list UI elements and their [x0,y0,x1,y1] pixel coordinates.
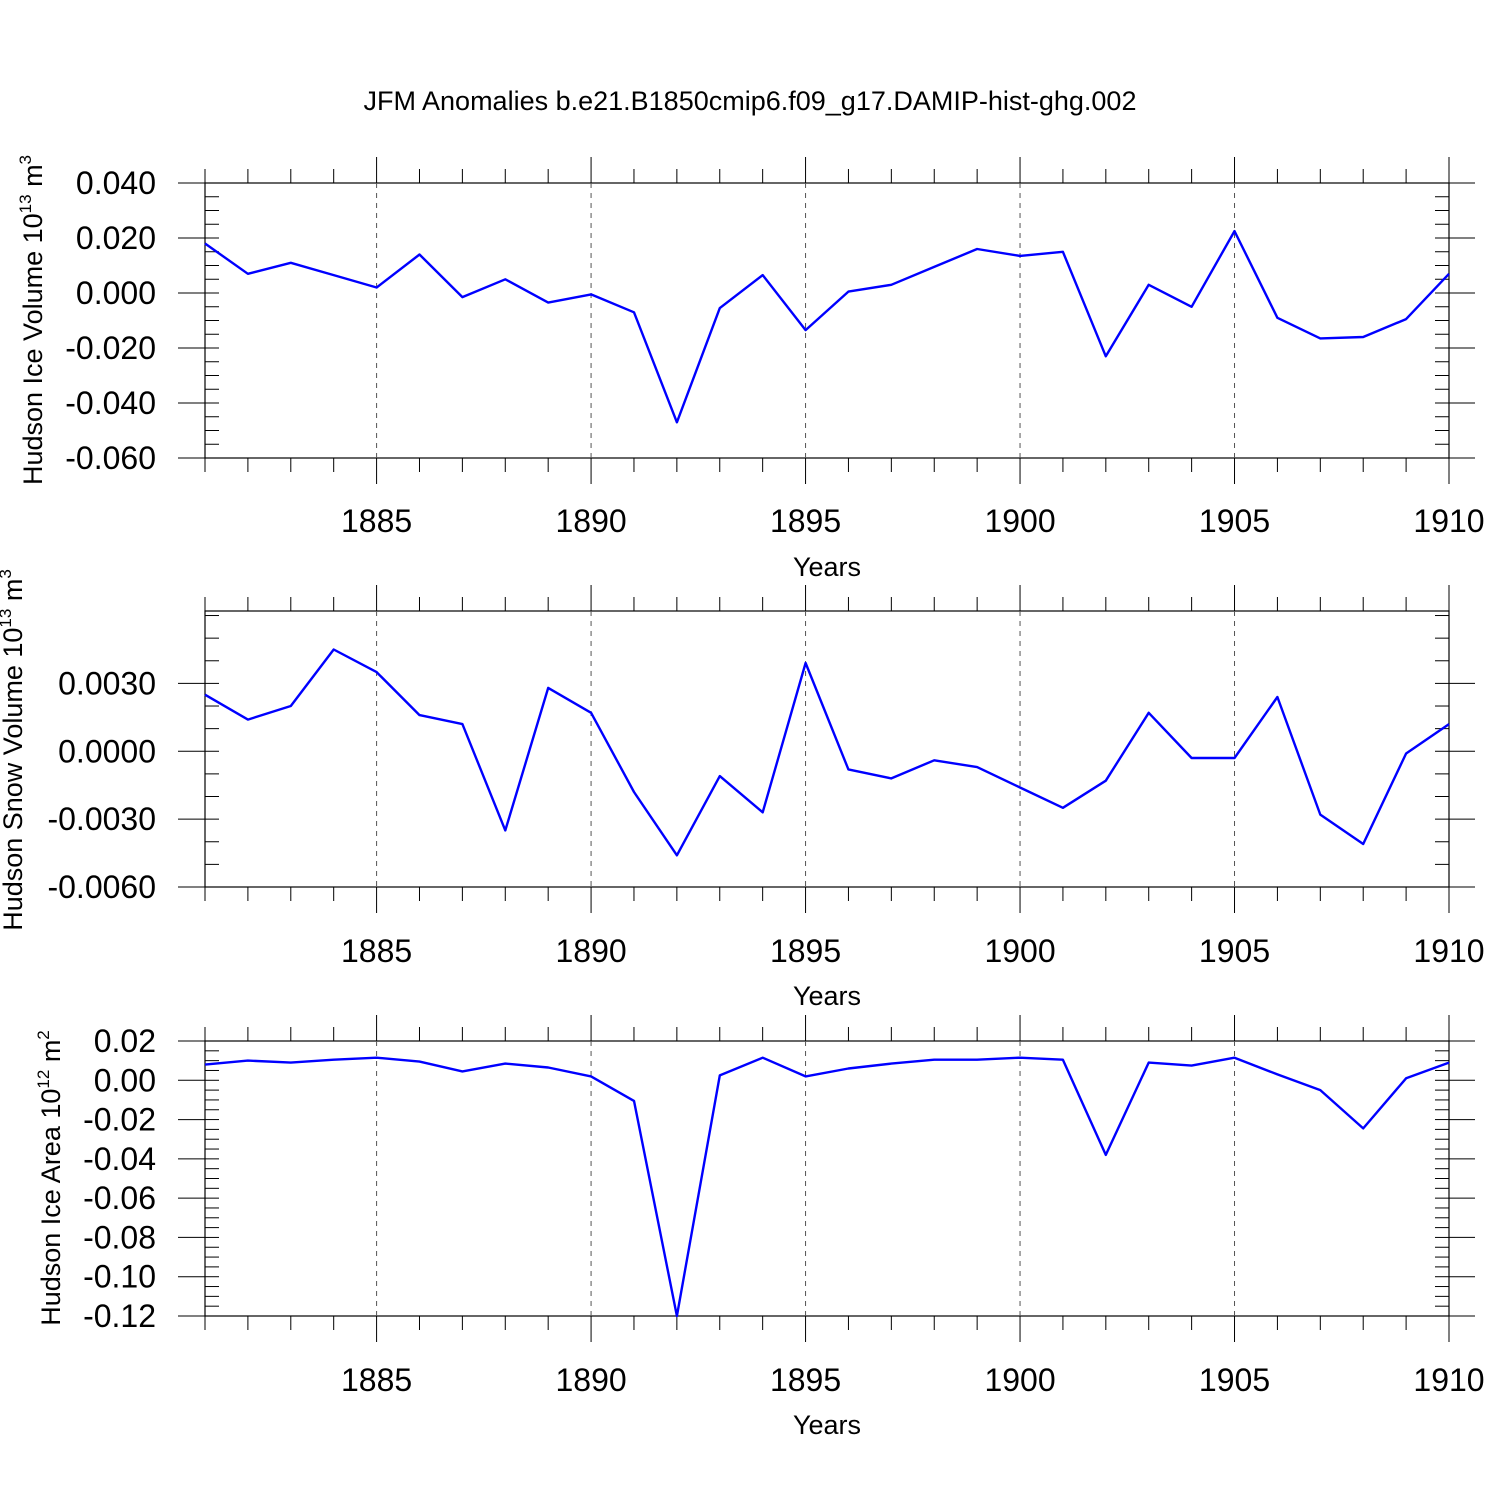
y-tick-label: -0.08 [83,1219,156,1255]
plot-frame [204,1040,1450,1317]
y-axis-title-exponent: 13 [16,194,35,213]
y-tick-label: -0.040 [65,385,156,421]
y-axis-title-main: Hudson Ice Area 10 [36,1089,66,1326]
y-axis-title: Hudson Snow Volume 1013 m3 [0,569,28,931]
y-tick-label: 0.0030 [58,665,156,701]
x-axis-title: Years [793,1410,861,1440]
y-axis-title-main: Hudson Ice Volume 10 [18,213,48,485]
x-tick-label: 1910 [1413,503,1484,539]
panel-1: 0.040 0.020 0.000 -0.020 -0.040 -0.060 1885 189… [16,155,1485,582]
y-tick-label: 0.040 [76,165,156,201]
x-tick-label: 1900 [984,503,1055,539]
y-tick-label: -0.02 [83,1102,156,1138]
y-axis-title-main: Hudson Snow Volume 10 [0,628,28,931]
y-axis-title-unit: m [0,579,28,609]
x-tick-label: 1895 [770,933,841,969]
series-line [204,648,1450,857]
series-line [204,1056,1450,1318]
series-line [204,229,1450,424]
panel-2: 0.0030 0.0000 -0.0030 -0.0060 1885 1890 1895 19… [0,569,1485,1011]
x-tick-label: 1905 [1199,503,1270,539]
y-tick-label: -0.10 [83,1259,156,1295]
y-tick-label: -0.020 [65,330,156,366]
y-axis-title-unit-exponent: 2 [34,1030,53,1039]
x-axis-title: Years [793,552,861,582]
y-tick-label: -0.0060 [47,869,156,905]
plot-frame [204,610,1450,888]
y-tick-label: 0.00 [94,1062,156,1098]
y-tick-label: -0.060 [65,440,156,476]
y-axis-title-exponent: 12 [34,1070,53,1089]
x-tick-label: 1905 [1199,1362,1270,1398]
panel-3: 0.020.00 -0.02-0.04-0.06-0.08 -0.10-0.12 18… [34,1015,1485,1440]
x-tick-label: 1885 [341,503,412,539]
x-tick-label: 1885 [341,933,412,969]
x-tick-label: 1900 [984,1362,1055,1398]
y-tick-label: 0.000 [76,275,156,311]
y-axis-title-unit: m [36,1040,66,1070]
x-tick-label: 1905 [1199,933,1270,969]
x-tick-label: 1910 [1413,933,1484,969]
y-tick-label: -0.0030 [47,801,156,837]
x-tick-label: 1900 [984,933,1055,969]
x-tick-label: 1890 [555,1362,626,1398]
x-tick-label: 1895 [770,503,841,539]
chart-title: JFM Anomalies b.e21.B1850cmip6.f09_g17.D… [364,86,1137,116]
x-tick-label: 1885 [341,1362,412,1398]
plot-frame [204,182,1450,459]
y-axis-title-unit-exponent: 3 [16,155,35,164]
y-tick-label: 0.020 [76,220,156,256]
x-tick-label: 1890 [555,503,626,539]
x-axis-title: Years [793,981,861,1011]
y-axis-title-unit-exponent: 3 [0,569,15,578]
x-tick-label: 1910 [1413,1362,1484,1398]
y-axis-title: Hudson Ice Volume 1013 m3 [16,155,48,485]
y-tick-label: 0.0000 [58,733,156,769]
y-tick-label: -0.06 [83,1180,156,1216]
y-tick-label: -0.12 [83,1298,156,1334]
y-tick-label: -0.04 [83,1141,156,1177]
y-axis-title-exponent: 13 [0,609,15,628]
y-tick-label: 0.02 [94,1023,156,1059]
x-tick-label: 1890 [555,933,626,969]
y-axis-title: Hudson Ice Area 1012 m2 [34,1030,66,1326]
y-axis-title-unit: m [18,164,48,194]
x-tick-label: 1895 [770,1362,841,1398]
